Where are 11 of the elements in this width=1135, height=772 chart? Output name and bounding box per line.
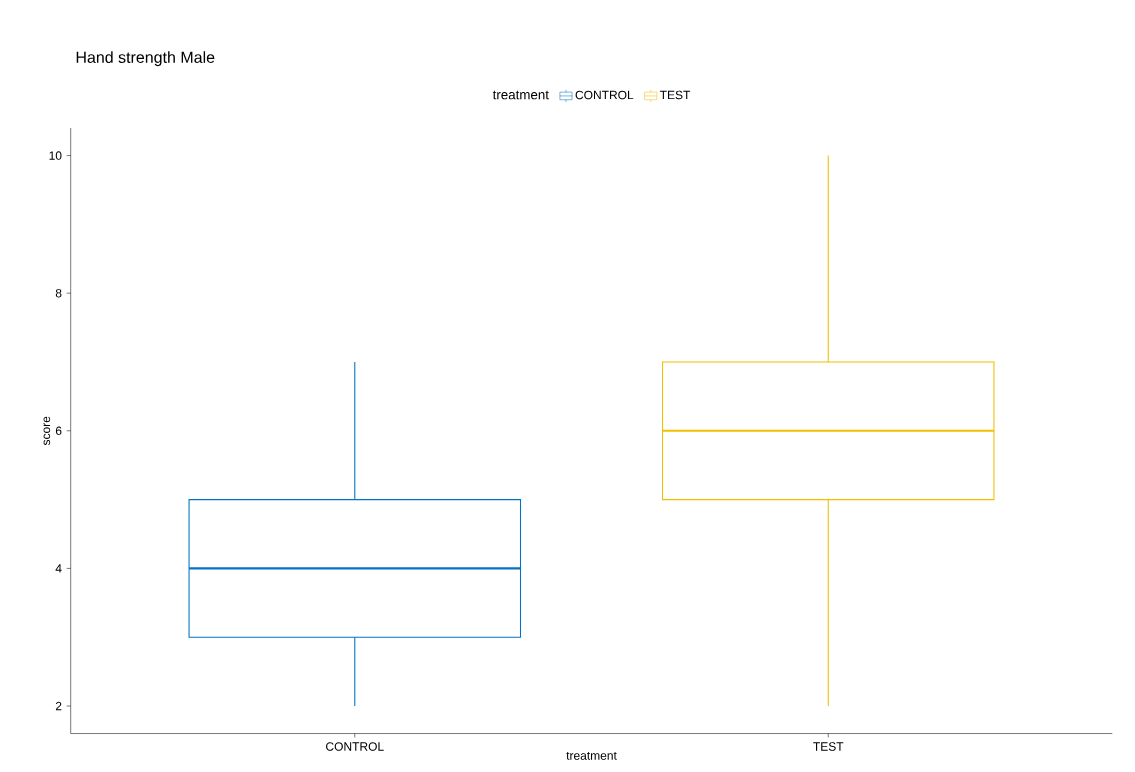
legend-label: TEST	[659, 90, 691, 100]
legend-label: CONTROL	[575, 90, 634, 100]
x-axis-title: treatment	[566, 751, 617, 760]
y-tick-label: 6	[55, 426, 62, 435]
y-tick-label: 4	[55, 564, 62, 573]
y-tick-label: 10	[49, 151, 62, 160]
y-tick-label: 8	[55, 288, 62, 298]
y-axis-title: score	[43, 416, 51, 446]
legend-title: treatment	[492, 90, 549, 100]
y-tick-label: 2	[55, 701, 62, 711]
chart-title: Hand strength Male	[76, 51, 215, 67]
